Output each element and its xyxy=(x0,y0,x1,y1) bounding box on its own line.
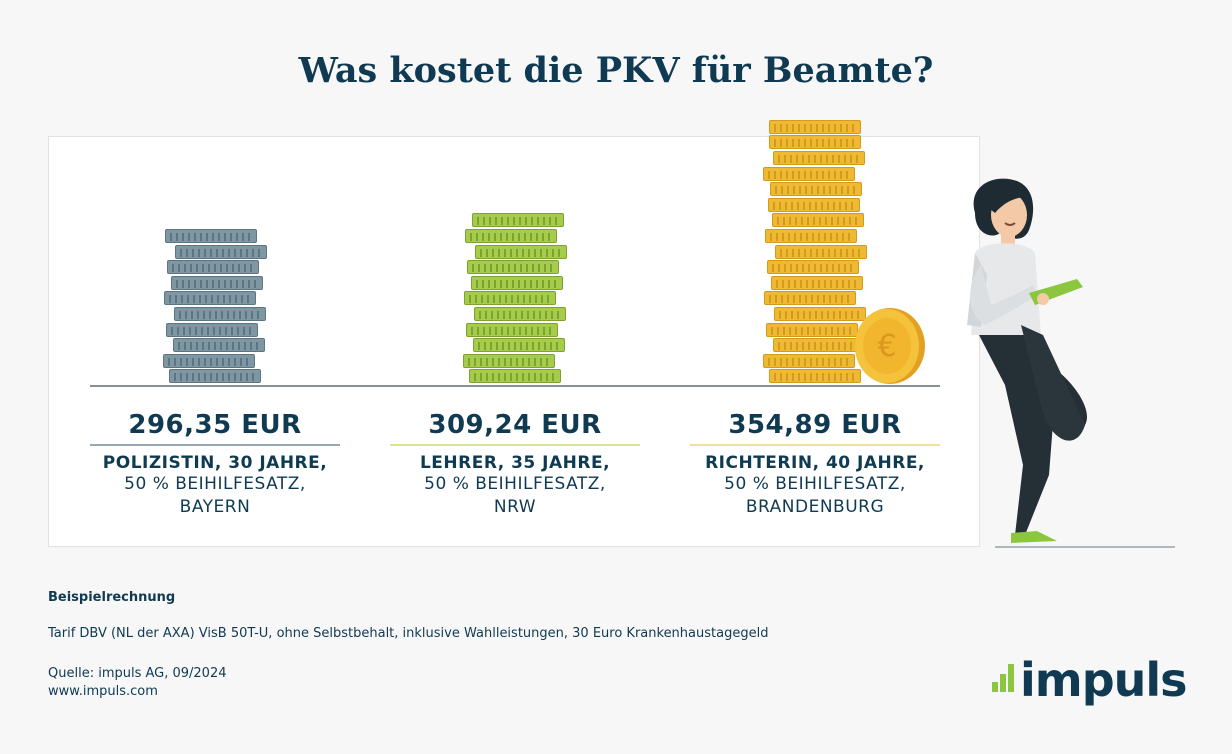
ground-line xyxy=(90,385,940,387)
category-region: BRANDENBURG xyxy=(745,497,885,517)
category-label: LEHRER, 35 JAHRE, xyxy=(419,453,611,473)
coin xyxy=(766,322,858,337)
logo-text: impuls xyxy=(1020,653,1188,707)
person-illustration xyxy=(945,175,1185,555)
coin xyxy=(770,182,862,197)
coin xyxy=(466,322,558,337)
coin xyxy=(164,291,256,306)
coin xyxy=(763,166,855,181)
footer-heading: Beispielrechnung xyxy=(48,590,176,605)
coin xyxy=(169,369,261,384)
amount-label: 354,89 EUR xyxy=(690,410,940,446)
category-detail: 50 % BEIHILFESATZ, xyxy=(424,474,606,494)
coin xyxy=(773,151,865,165)
logo-bar-icon xyxy=(1008,664,1014,692)
footer-source: Quelle: impuls AG, 09/2024 xyxy=(48,666,227,681)
logo-bar-icon xyxy=(992,682,998,692)
svg-text:€: € xyxy=(877,329,896,364)
coin xyxy=(475,244,567,259)
coin xyxy=(775,244,867,259)
coin xyxy=(767,260,859,275)
coin xyxy=(167,260,259,275)
coin xyxy=(472,213,564,228)
coin xyxy=(768,197,860,212)
coin xyxy=(467,260,559,275)
coin xyxy=(465,229,557,243)
coin xyxy=(764,291,856,306)
coin xyxy=(765,229,857,243)
coin xyxy=(769,135,861,150)
coin xyxy=(774,307,866,321)
coin xyxy=(165,229,257,243)
coin xyxy=(171,275,263,290)
impuls-logo: impuls xyxy=(990,652,1188,712)
coin xyxy=(473,338,565,353)
coin xyxy=(469,369,561,384)
category-detail: 50 % BEIHILFESATZ, xyxy=(724,474,906,494)
category-detail: 50 % BEIHILFESATZ, xyxy=(124,474,306,494)
coin xyxy=(471,275,563,290)
coin xyxy=(463,353,555,368)
amount-label: 296,35 EUR xyxy=(90,410,340,446)
coin xyxy=(163,353,255,368)
footer-website: www.impuls.com xyxy=(48,684,158,699)
coin xyxy=(174,307,266,321)
coin xyxy=(474,307,566,321)
coin xyxy=(769,119,861,134)
category-region: BAYERN xyxy=(179,497,251,517)
category-label: RICHTERIN, 40 JAHRE, xyxy=(705,453,925,473)
logo-bar-icon xyxy=(1000,674,1006,692)
coin xyxy=(175,244,267,259)
coin xyxy=(464,291,556,306)
value-column: 309,24 EUR LEHRER, 35 JAHRE, 50 % BEIHILFE… xyxy=(390,410,640,519)
amount-label: 309,24 EUR xyxy=(390,410,640,446)
chart-title: Was kostet die PKV für Beamte? xyxy=(298,50,934,91)
euro-coin-icon: € xyxy=(854,307,926,385)
value-column: 354,89 EUR RICHTERIN, 40 JAHRE, 50 % BEIHI… xyxy=(690,410,940,519)
coin xyxy=(173,338,265,353)
coin xyxy=(769,369,861,384)
coin xyxy=(771,275,863,290)
coin xyxy=(773,338,865,353)
footer-tariff: Tarif DBV (NL der AXA) VisB 50T-U, ohne … xyxy=(48,626,769,641)
category-label: POLIZISTIN, 30 JAHRE, xyxy=(102,453,328,473)
coin xyxy=(763,353,855,368)
coin xyxy=(772,213,864,228)
category-region: NRW xyxy=(493,497,537,517)
value-column: 296,35 EUR POLIZISTIN, 30 JAHRE, 50 % BEIH… xyxy=(90,410,340,519)
coin xyxy=(166,322,258,337)
